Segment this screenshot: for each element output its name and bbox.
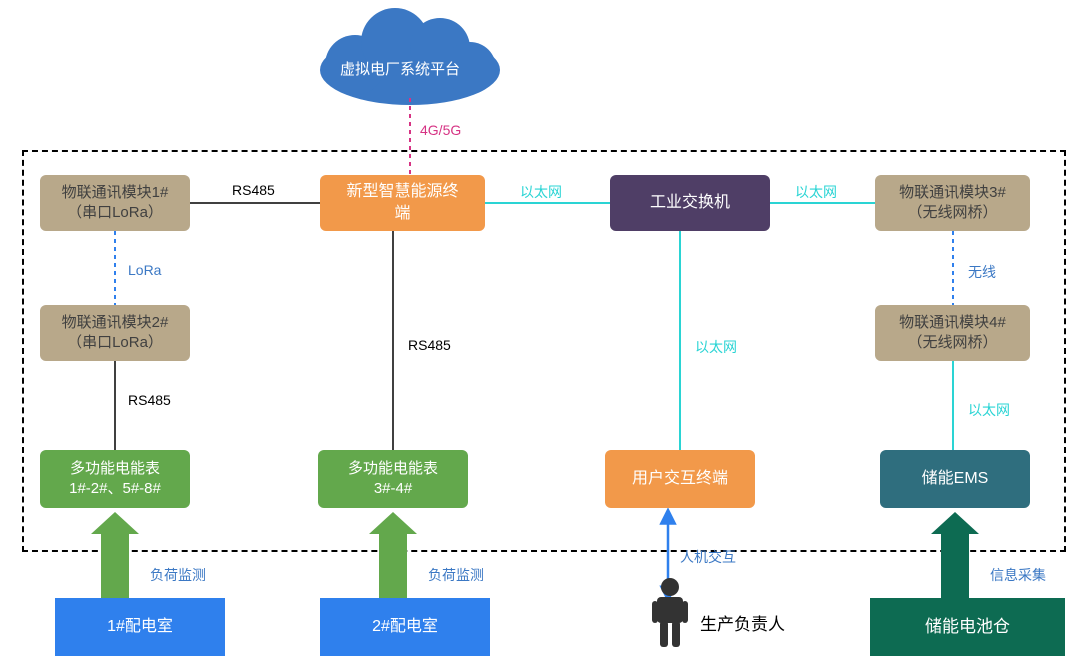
node-battery-l1: 储能电池仓 (925, 617, 1010, 636)
edge-label-e_sw_iot3: 以太网 (795, 182, 837, 202)
node-iot4-l1: 物联通讯模块4# (899, 314, 1006, 331)
cloud-label: 虚拟电厂系统平台 (340, 58, 460, 79)
label-dbl: 人机交互 (680, 547, 736, 567)
person-label: 生产负责人 (700, 610, 785, 635)
node-iot1-l1: 物联通讯模块1# (62, 184, 169, 201)
node-room1: 1#配电室 (55, 598, 225, 656)
edge-label-e_t_iot1: RS485 (232, 182, 275, 198)
node-room1-l1: 1#配电室 (107, 618, 173, 635)
edge-label-e_iot12: LoRa (128, 262, 161, 278)
label-a2: 负荷监测 (428, 565, 484, 585)
node-terminal-l1: 新型智慧能源终 (346, 183, 458, 200)
edge-label-e_iot2_m1: RS485 (128, 392, 171, 408)
edge-label-e_t_m2: RS485 (408, 337, 451, 353)
edge-label-e_iot4_ems: 以太网 (968, 400, 1010, 420)
label-a1: 负荷监测 (150, 565, 206, 585)
node-meter1: 多功能电能表 1#-2#、5#-8# (40, 450, 190, 508)
edge-label-e_sw_uit: 以太网 (695, 337, 737, 357)
edge-label-e_cloud: 4G/5G (420, 122, 461, 138)
node-meter1-l2: 1#-2#、5#-8# (69, 480, 161, 497)
node-iot3-l2: （无线网桥） (907, 204, 997, 221)
node-room2: 2#配电室 (320, 598, 490, 656)
node-iot1-l2: （串口LoRa） (67, 204, 163, 221)
node-switch: 工业交换机 (610, 175, 770, 231)
node-iot2: 物联通讯模块2# （串口LoRa） (40, 305, 190, 361)
node-uit: 用户交互终端 (605, 450, 755, 508)
node-meter2-l1: 多功能电能表 (348, 460, 438, 477)
node-iot3: 物联通讯模块3# （无线网桥） (875, 175, 1030, 231)
node-iot2-l2: （串口LoRa） (67, 334, 163, 351)
edge-label-e_t_sw: 以太网 (520, 182, 562, 202)
node-ems: 储能EMS (880, 450, 1030, 508)
node-switch-l1: 工业交换机 (650, 194, 730, 211)
node-iot1: 物联通讯模块1# （串口LoRa） (40, 175, 190, 231)
node-iot4-l2: （无线网桥） (907, 334, 997, 351)
node-battery: 储能电池仓 (870, 598, 1065, 656)
node-meter1-l1: 多功能电能表 (70, 460, 160, 477)
edge-label-e_iot34: 无线 (968, 262, 996, 282)
node-iot4: 物联通讯模块4# （无线网桥） (875, 305, 1030, 361)
node-terminal-l2: 端 (394, 205, 410, 222)
node-meter2-l2: 3#-4# (374, 480, 412, 497)
node-ems-l1: 储能EMS (922, 470, 989, 487)
node-iot3-l1: 物联通讯模块3# (899, 184, 1006, 201)
node-iot2-l1: 物联通讯模块2# (62, 314, 169, 331)
node-meter2: 多功能电能表 3#-4# (318, 450, 468, 508)
node-terminal: 新型智慧能源终端 (320, 175, 485, 231)
label-a3: 信息采集 (990, 565, 1046, 585)
node-uit-l1: 用户交互终端 (632, 470, 728, 487)
node-room2-l1: 2#配电室 (372, 618, 438, 635)
